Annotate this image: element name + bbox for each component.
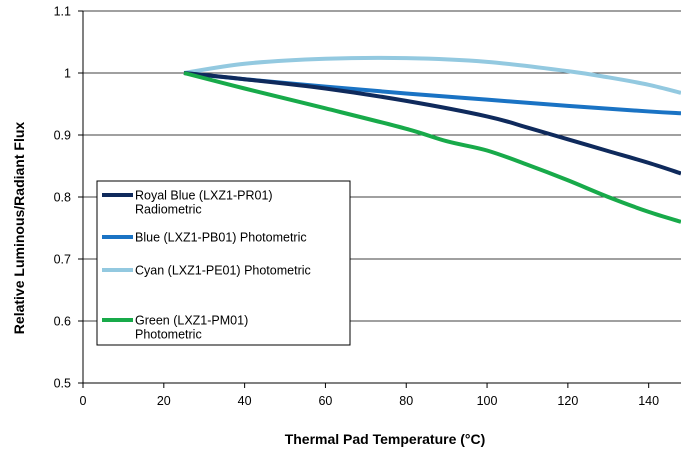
y-tick-label: 1.1: [54, 5, 71, 19]
x-axis-title: Thermal Pad Temperature (°C): [285, 431, 486, 447]
x-tick-label: 100: [477, 394, 498, 408]
series-line: [183, 71, 681, 224]
y-tick-label: 0.5: [54, 377, 71, 391]
x-tick-label: 40: [238, 394, 252, 408]
series-line: [183, 55, 681, 95]
plot-series: [183, 55, 681, 224]
legend-label: Blue (LXZ1-PB01) Photometric: [135, 231, 307, 245]
tick-labels: 0.5 0.6 0.7 0.8 0.9 1 1.1 0 20 40 60 80 100 120 140: [54, 5, 660, 409]
series-line: [183, 71, 681, 176]
y-tick-label: 0.8: [54, 191, 71, 205]
axes: [78, 10, 681, 388]
y-tick-label: 1: [64, 67, 71, 81]
x-tick-label: 120: [557, 394, 578, 408]
y-tick-label: 0.6: [54, 315, 71, 329]
y-tick-label: 0.7: [54, 253, 71, 267]
x-tick-label: 80: [399, 394, 413, 408]
legend-label: Green (LXZ1-PM01): [135, 314, 248, 328]
legend: Royal Blue (LXZ1-PR01)Radiometric Blue (L…: [96, 180, 351, 346]
x-tick-label: 60: [318, 394, 332, 408]
x-tick-label: 0: [80, 394, 87, 408]
legend-label: Royal Blue (LXZ1-PR01): [135, 189, 273, 203]
legend-box: [96, 180, 351, 346]
legend-label: Cyan (LXZ1-PE01) Photometric: [135, 264, 311, 278]
x-tick-label: 20: [157, 394, 171, 408]
y-tick-label: 0.9: [54, 129, 71, 143]
x-tick-label: 140: [638, 394, 659, 408]
legend-label: Radiometric: [135, 203, 202, 217]
y-axis-title: Relative Luminous/Radiant Flux: [11, 122, 27, 335]
legend-label: Photometric: [135, 328, 202, 342]
